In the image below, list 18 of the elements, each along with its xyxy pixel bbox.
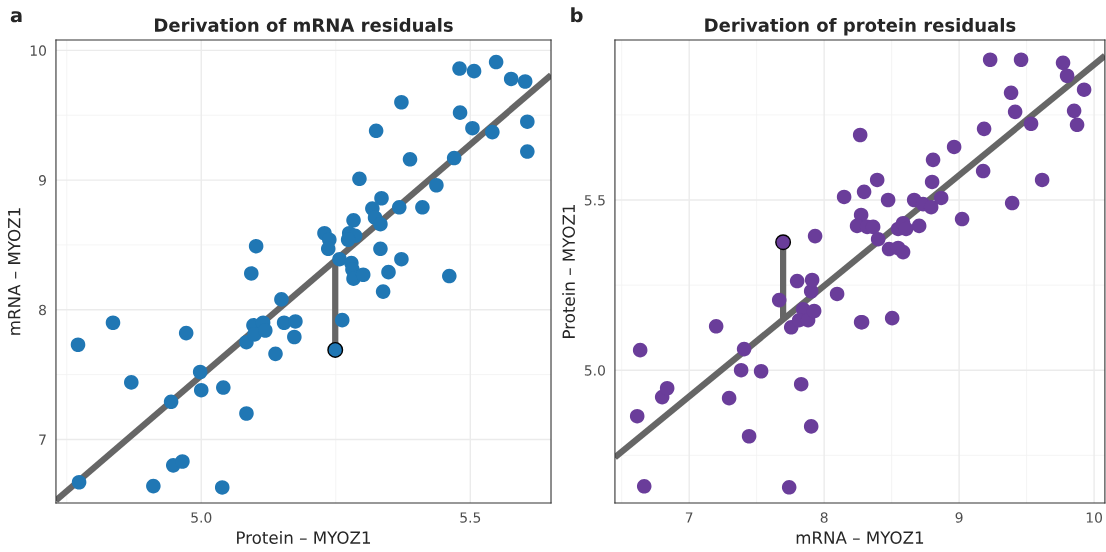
x-tick-label: 5.0 [191, 512, 212, 523]
text: b [571, 7, 583, 23]
text: a [10, 11, 22, 23]
y-tick-label: 10 [30, 45, 47, 56]
y-tick-label: 9 [38, 175, 46, 186]
y-axis-title: Protein – MYOZ1 [562, 204, 576, 338]
x-axis-title: Protein – MYOZ1 [237, 531, 371, 544]
y-axis-title: mRNA – MYOZ1 [7, 208, 21, 335]
x-tick-label: 9 [955, 512, 963, 523]
x-tick-label: 7 [685, 512, 693, 523]
chart-title: Derivation of mRNA residuals [155, 17, 453, 32]
x-tick-label: 5.5 [460, 512, 481, 523]
x-tick-label: 8 [820, 512, 828, 523]
y-tick-label: 7 [39, 434, 46, 445]
x-axis-title: mRNA – MYOZ1 [796, 531, 924, 544]
chart-title: Derivation of protein residuals [705, 17, 1016, 36]
x-tick-label: 10 [1086, 512, 1103, 523]
y-tick-label: 8 [39, 304, 46, 316]
